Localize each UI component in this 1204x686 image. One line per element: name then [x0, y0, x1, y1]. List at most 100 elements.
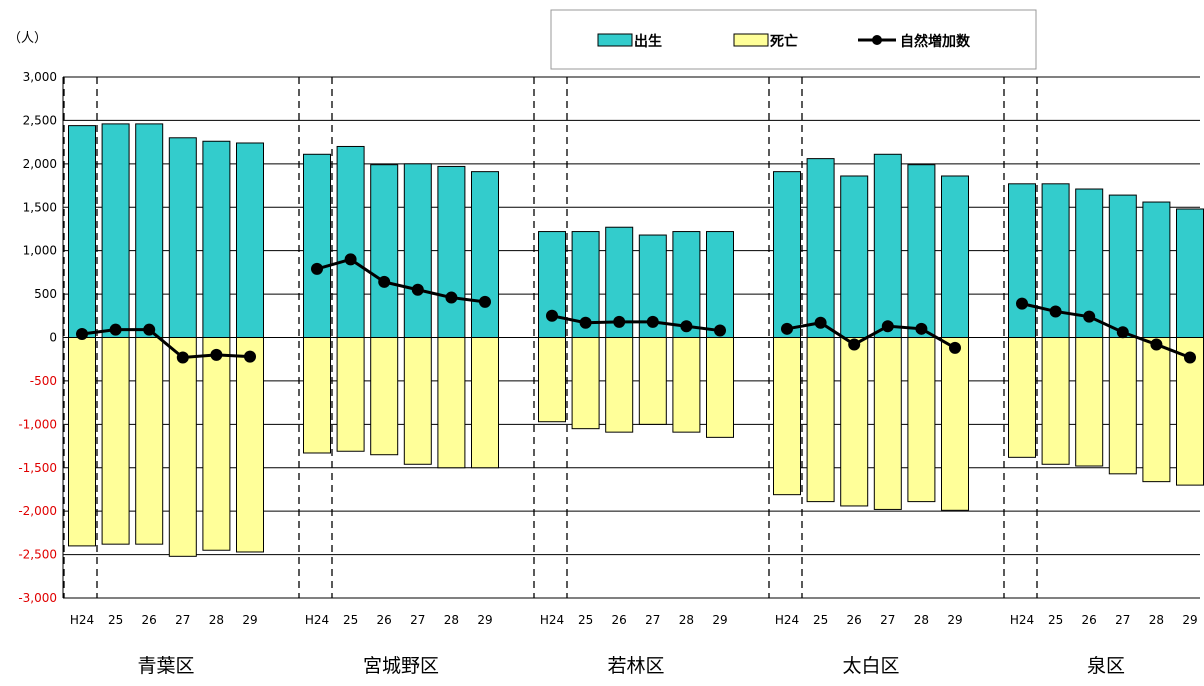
x-axis-ticks: H24 25 26 27 28 29 H24 25 26 27 28 29 H24 25 26 27 28 29 H… — [70, 613, 1198, 627]
birth-bar — [437, 165, 466, 338]
death-bar — [135, 337, 164, 545]
death-bar — [1108, 337, 1137, 475]
natural-increase-point — [579, 316, 592, 329]
birth-bar — [806, 158, 835, 338]
x-tick-label: 27 — [645, 613, 660, 627]
natural-increase-point — [445, 291, 458, 304]
birth-bar — [101, 123, 130, 338]
y-tick-label: 2,500 — [23, 113, 57, 127]
x-tick-label: 25 — [813, 613, 828, 627]
death-bar — [370, 337, 399, 456]
natural-increase-point — [311, 262, 323, 275]
birth-bar — [706, 231, 734, 339]
death-bar — [1075, 337, 1104, 467]
x-tick-label: 29 — [947, 613, 962, 627]
x-tick-label: 29 — [712, 613, 727, 627]
ward-label: 泉区 — [1087, 655, 1125, 677]
natural-increase-point — [781, 322, 793, 335]
natural-increase-point — [848, 338, 861, 351]
death-bar — [1008, 337, 1036, 458]
bars — [68, 123, 1204, 557]
birth-bar — [202, 140, 231, 338]
y-tick-label: -500 — [30, 374, 57, 388]
birth-bar — [403, 163, 432, 338]
birth-bar — [1008, 183, 1036, 338]
x-tick-label: 25 — [578, 613, 593, 627]
y-tick-label: 2,000 — [23, 157, 57, 171]
natural-increase-point — [680, 320, 693, 333]
birth-bar — [1142, 201, 1171, 338]
legend: 出生 死亡 自然増加数 — [550, 9, 1037, 70]
y-tick-label: 3,000 — [23, 70, 57, 84]
natural-increase-point — [814, 316, 827, 329]
x-tick-label: 27 — [410, 613, 425, 627]
natural-increase-point — [546, 309, 558, 322]
y-tick-label: -1,000 — [18, 417, 57, 431]
natural-increase-point — [714, 324, 726, 337]
natural-increase-point — [143, 323, 156, 336]
natural-increase-point — [109, 323, 122, 336]
natural-increase-point — [344, 253, 357, 266]
x-tick-label: 28 — [444, 613, 459, 627]
x-tick-label: H24 — [1010, 613, 1034, 627]
natural-increase-point — [244, 350, 256, 363]
birth-bar — [303, 153, 331, 338]
y-tick-label: 1,000 — [23, 244, 57, 258]
x-tick-label: H24 — [305, 613, 329, 627]
ward-label: 太白区 — [842, 655, 899, 677]
natural-increase-point — [210, 348, 223, 361]
x-tick-label: 26 — [1082, 613, 1097, 627]
natural-increase-point — [411, 283, 424, 296]
death-bar — [168, 337, 197, 557]
birth-bar — [236, 142, 264, 338]
natural-increase-point — [613, 315, 626, 328]
death-bar — [336, 337, 365, 452]
birth-bar — [471, 171, 499, 338]
y-tick-label: 0 — [49, 331, 57, 345]
death-bar — [806, 337, 835, 503]
y-tick-label: -2,000 — [18, 504, 57, 518]
birth-bar — [907, 164, 936, 338]
x-tick-label: 29 — [477, 613, 492, 627]
x-tick-label: 25 — [108, 613, 123, 627]
death-bar — [873, 337, 902, 510]
natural-increase-point — [176, 351, 189, 364]
y-tick-label: 1,500 — [23, 200, 57, 214]
death-bar — [941, 337, 969, 511]
death-bar — [638, 337, 667, 425]
x-tick-label: 27 — [175, 613, 190, 627]
ward-label: 宮城野区 — [363, 655, 439, 677]
birth-bar — [336, 145, 365, 338]
y-tick-label: -2,500 — [18, 548, 57, 562]
natural-increase-point — [1049, 305, 1062, 318]
y-tick-label: -1,500 — [18, 461, 57, 475]
death-bar — [672, 337, 701, 433]
birth-bar — [941, 175, 969, 338]
birth-bar — [840, 175, 869, 338]
y-tick-label: -3,000 — [18, 591, 57, 605]
ward-labels: 青葉区 宮城野区 若林区 太白区 泉区 — [137, 655, 1125, 677]
x-tick-label: 28 — [914, 613, 929, 627]
death-bar — [773, 337, 801, 496]
death-bar — [840, 337, 869, 507]
birth-bar — [135, 123, 164, 338]
natural-increase-lines — [76, 253, 1196, 364]
natural-increase-point — [378, 275, 391, 288]
death-bar — [907, 337, 936, 503]
x-tick-label: 29 — [1182, 613, 1197, 627]
birth-bar — [873, 153, 902, 338]
x-tick-label: H24 — [540, 613, 564, 627]
x-tick-label: 28 — [679, 613, 694, 627]
birth-bar — [1108, 194, 1137, 338]
x-tick-label: 26 — [847, 613, 862, 627]
natural-increase-point — [1016, 297, 1028, 310]
legend-label-natural: 自然増加数 — [900, 33, 971, 50]
death-bar — [706, 337, 734, 438]
group-separators — [63, 77, 1038, 598]
natural-increase-point — [1184, 351, 1196, 364]
natural-increase-point — [1150, 338, 1163, 351]
x-tick-label: 28 — [209, 613, 224, 627]
birth-bar — [168, 137, 197, 338]
ward-label: 青葉区 — [137, 655, 194, 677]
